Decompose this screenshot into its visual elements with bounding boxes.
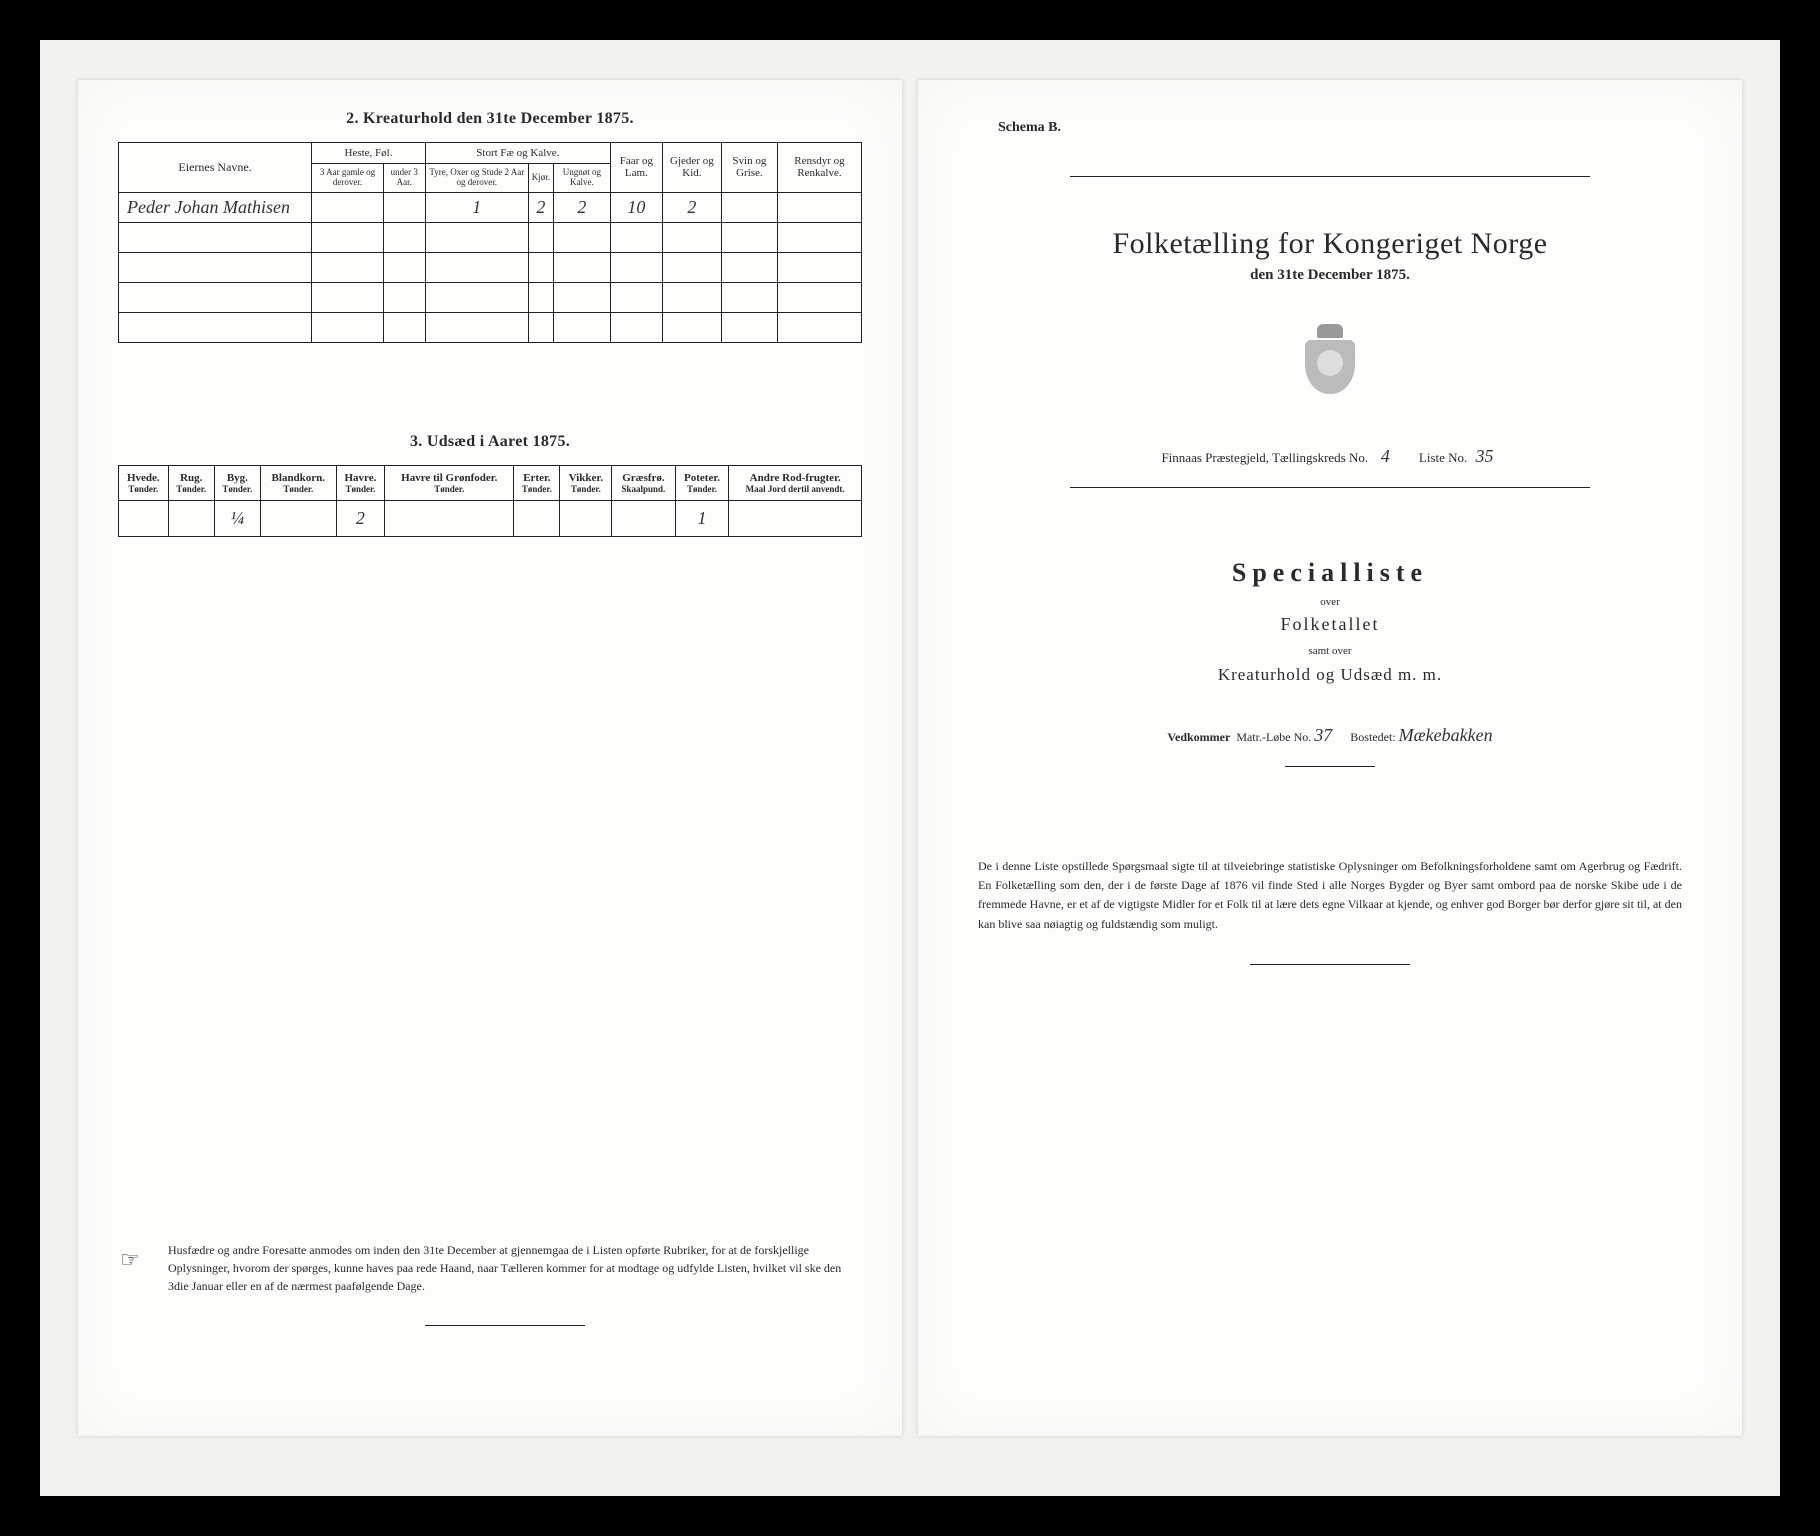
cell: 1 — [675, 500, 729, 536]
col-heste-b: under 3 Aar. — [383, 164, 425, 193]
scanned-spread: 2. Kreaturhold den 31te December 1875. E… — [40, 40, 1780, 1496]
table-row — [119, 222, 862, 252]
cell: 2 — [336, 500, 385, 536]
main-subtitle: den 31te December 1875. — [958, 267, 1702, 284]
col-vikker: Vikker.Tønder. — [560, 465, 612, 500]
col-heste: Heste, Føl. — [312, 143, 426, 164]
table-row: Peder Johan Mathisen 1 2 2 10 2 — [119, 192, 862, 222]
table-row — [119, 312, 862, 342]
col-byg: Byg.Tønder. — [214, 465, 260, 500]
parish-line: Finnaas Præstegjeld, Tællingskreds No. 4… — [958, 446, 1702, 467]
coat-of-arms-icon — [1300, 324, 1360, 396]
cell: 2 — [528, 192, 553, 222]
livestock-table: Eiernes Navne. Heste, Føl. Stort Fæ og K… — [118, 142, 862, 343]
col-eier: Eiernes Navne. — [119, 143, 312, 193]
cell: 1 — [425, 192, 528, 222]
left-page: 2. Kreaturhold den 31te December 1875. E… — [78, 80, 902, 1436]
samt-label: samt over — [958, 645, 1702, 657]
liste-no: 35 — [1471, 446, 1499, 467]
kreaturhold: Kreaturhold og Udsæd m. m. — [958, 665, 1702, 685]
specialliste: Specialliste — [958, 558, 1702, 588]
cell — [777, 192, 861, 222]
col-graes: Græsfrø.Skaalpund. — [612, 465, 676, 500]
parish-label: Finnaas Præstegjeld, Tællingskreds No. — [1161, 450, 1368, 465]
right-footnote: De i denne Liste opstillede Spørgsmaal s… — [958, 857, 1702, 934]
cell: ¼ — [214, 500, 260, 536]
seed-table: Hvede.Tønder. Rug.Tønder. Byg.Tønder. Bl… — [118, 465, 862, 537]
divider — [425, 1325, 585, 1326]
table-row — [119, 282, 862, 312]
matr-label: Matr.-Løbe No. — [1236, 730, 1311, 744]
divider — [1070, 487, 1591, 488]
col-andre: Andre Rod-frugter.Maal Jord dertil anven… — [729, 465, 862, 500]
cell — [721, 192, 777, 222]
pointing-hand-icon: ☞ — [120, 1243, 140, 1276]
col-svin: Svin og Grise. — [721, 143, 777, 193]
cell — [383, 192, 425, 222]
matr-no: 37 — [1314, 725, 1332, 745]
cell: 2 — [553, 192, 610, 222]
col-stort-b: Kjør. — [528, 164, 553, 193]
col-poteter: Poteter.Tønder. — [675, 465, 729, 500]
col-bland: Blandkorn.Tønder. — [260, 465, 336, 500]
schema-label: Schema B. — [998, 120, 1702, 136]
col-stort-a: Tyre, Oxer og Stude 2 Aar og derover. — [425, 164, 528, 193]
col-rens: Rensdyr og Renkalve. — [777, 143, 861, 193]
cell — [312, 192, 384, 222]
col-stort-c: Ungnøt og Kalve. — [553, 164, 610, 193]
col-stort: Stort Fæ og Kalve. — [425, 143, 610, 164]
col-heste-a: 3 Aar gamle og derover. — [312, 164, 384, 193]
vedk-label: Vedkommer — [1167, 730, 1230, 744]
table-row: ¼ 2 1 — [119, 500, 862, 536]
col-havre-gf: Havre til Grønfoder.Tønder. — [385, 465, 514, 500]
col-erter: Erter.Tønder. — [514, 465, 560, 500]
divider — [1285, 766, 1375, 767]
bosted-label: Bostedet: — [1350, 730, 1395, 744]
col-gjeder: Gjeder og Kid. — [662, 143, 721, 193]
col-faar: Faar og Lam. — [610, 143, 662, 193]
col-hvede: Hvede.Tønder. — [119, 465, 169, 500]
footnote: ☞ Husfædre og andre Foresatte anmodes om… — [168, 1241, 842, 1326]
footnote-text: Husfædre og andre Foresatte anmodes om i… — [168, 1243, 841, 1293]
col-havre: Havre.Tønder. — [336, 465, 385, 500]
folketallet: Folketallet — [958, 614, 1702, 635]
col-rug: Rug.Tønder. — [168, 465, 214, 500]
kreds-no: 4 — [1371, 446, 1399, 467]
main-title: Folketælling for Kongeriget Norge — [958, 227, 1702, 261]
cell: 2 — [662, 192, 721, 222]
cell: 10 — [610, 192, 662, 222]
divider — [1250, 964, 1410, 965]
divider — [1070, 176, 1591, 177]
liste-label: Liste No. — [1419, 450, 1467, 465]
vedkommer-line: Vedkommer Matr.-Løbe No. 37 Bostedet: Mæ… — [958, 725, 1702, 746]
section-2-title: 2. Kreaturhold den 31te December 1875. — [118, 110, 862, 128]
owner-name: Peder Johan Mathisen — [119, 192, 312, 222]
right-page: Schema B. Folketælling for Kongeriget No… — [918, 80, 1742, 1436]
section-3-title: 3. Udsæd i Aaret 1875. — [118, 433, 862, 451]
bosted: Mækebakken — [1399, 725, 1493, 745]
table-row — [119, 252, 862, 282]
over-label: over — [958, 596, 1702, 608]
